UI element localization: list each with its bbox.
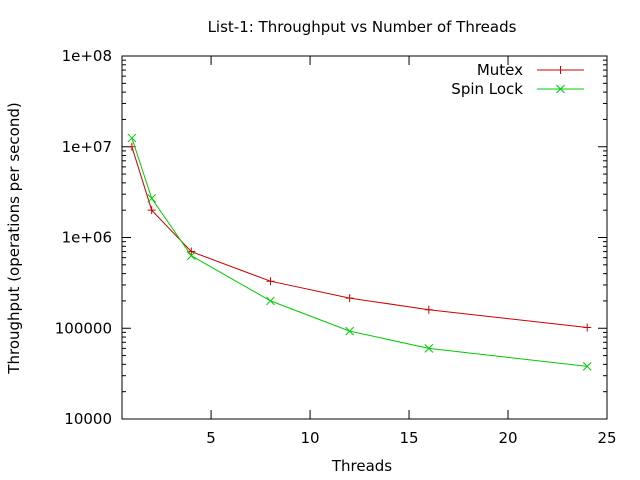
x-tick-label: 25 xyxy=(597,429,616,447)
data-point-mutex xyxy=(147,206,156,215)
y-tick-label: 1e+08 xyxy=(62,47,112,65)
data-point-spin-lock xyxy=(424,344,434,353)
y-axis-title: Throughput (operations per second) xyxy=(5,102,23,374)
y-tick-label: 100000 xyxy=(55,319,112,337)
data-point-mutex xyxy=(345,294,354,303)
data-point-mutex xyxy=(583,323,592,332)
series-line-spin-lock xyxy=(131,137,588,367)
y-tick-label: 10000 xyxy=(64,410,112,428)
series-layer xyxy=(127,133,592,371)
series-spin-lock xyxy=(127,133,592,371)
data-point-spin-lock xyxy=(345,326,355,336)
data-point-spin-lock xyxy=(127,133,137,143)
x-tick-label: 20 xyxy=(498,429,517,447)
x-axis-title: Threads xyxy=(331,457,392,475)
legend-label-mutex: Mutex xyxy=(477,61,523,79)
data-point-mutex xyxy=(424,305,433,314)
x-tick-label: 10 xyxy=(301,429,320,447)
plot-border xyxy=(121,55,608,420)
y-tick-label: 1e+07 xyxy=(62,138,112,156)
data-point-spin-lock xyxy=(186,251,196,261)
chart-title: List-1: Throughput vs Number of Threads xyxy=(208,18,517,36)
legend-marker-spin-lock xyxy=(556,84,565,94)
x-tick-label: 5 xyxy=(206,429,216,447)
data-point-spin-lock xyxy=(582,362,592,371)
data-point-spin-lock xyxy=(147,194,157,203)
legend-label-spin-lock: Spin Lock xyxy=(451,80,523,98)
legend-marker-mutex xyxy=(556,66,565,74)
data-point-spin-lock xyxy=(266,296,275,306)
y-axis-ticks: 10000 100000 1e+06 1e+07 1e+08 xyxy=(55,47,607,428)
series-line-mutex xyxy=(131,146,588,328)
x-tick-label: 15 xyxy=(399,429,418,447)
x-axis-ticks: 5 10 15 20 25 xyxy=(206,56,617,447)
series-mutex xyxy=(127,142,592,332)
data-point-mutex xyxy=(266,277,275,286)
y-tick-label: 1e+06 xyxy=(62,229,112,247)
